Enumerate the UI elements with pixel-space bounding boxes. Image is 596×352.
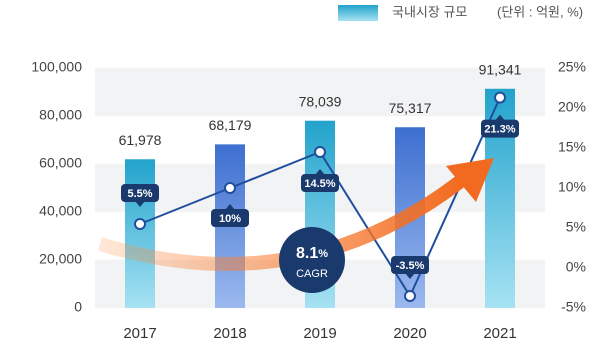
bar-value-label: 91,341 bbox=[479, 61, 522, 77]
line-marker bbox=[404, 290, 416, 302]
y-tick-label: 40,000 bbox=[39, 203, 82, 219]
y2-tick-label: -5% bbox=[561, 299, 586, 315]
line-value-label: 21.3% bbox=[484, 124, 515, 136]
line-value-label: 5.5% bbox=[127, 188, 152, 200]
bar-value-label: 75,317 bbox=[389, 100, 432, 116]
value-label-box bbox=[121, 184, 159, 202]
trend-arrow-head bbox=[446, 158, 494, 202]
value-label-box bbox=[391, 256, 429, 274]
cagr-value: 8.1% bbox=[296, 245, 328, 262]
y-tick-label: 80,000 bbox=[39, 107, 82, 123]
line-marker bbox=[224, 182, 236, 194]
y2-tick-label: 15% bbox=[558, 139, 586, 155]
value-label-pointer bbox=[135, 201, 145, 207]
y2-tick-label: 20% bbox=[558, 99, 586, 115]
value-label-box bbox=[211, 209, 249, 227]
y2-tick-label: 25% bbox=[558, 59, 586, 75]
x-tick-label: 2018 bbox=[213, 325, 246, 342]
stripe bbox=[95, 68, 545, 116]
line-marker bbox=[134, 218, 146, 230]
y2-tick-label: 0% bbox=[566, 259, 586, 275]
value-label-box bbox=[301, 174, 339, 192]
line-value-label: 14.5% bbox=[304, 178, 335, 190]
x-tick-label: 2019 bbox=[303, 325, 336, 342]
bar bbox=[125, 159, 155, 308]
x-tick-label: 2017 bbox=[123, 325, 156, 342]
legend-label: 국내시장 규모 bbox=[392, 4, 467, 19]
value-label-pointer bbox=[315, 169, 325, 175]
y-tick-label: 0 bbox=[74, 299, 82, 315]
unit-note: (단위 : 억원, %) bbox=[497, 4, 583, 19]
x-tick-label: 2021 bbox=[483, 325, 516, 342]
y-tick-label: 100,000 bbox=[31, 59, 82, 75]
y2-tick-label: 10% bbox=[558, 179, 586, 195]
line-value-label: 10% bbox=[219, 213, 241, 225]
bar-value-label: 61,978 bbox=[119, 132, 162, 148]
legend-swatch bbox=[338, 5, 378, 21]
cagr-label: CAGR bbox=[296, 268, 328, 280]
bar-value-label: 68,179 bbox=[209, 117, 252, 133]
y-tick-label: 20,000 bbox=[39, 251, 82, 267]
line-marker bbox=[314, 146, 326, 158]
y-tick-label: 60,000 bbox=[39, 155, 82, 171]
cagr-badge bbox=[279, 227, 345, 293]
value-label-box bbox=[481, 119, 519, 138]
value-label-pointer bbox=[225, 204, 235, 210]
line-marker bbox=[494, 91, 506, 104]
value-label-pointer bbox=[405, 273, 415, 279]
value-label-pointer bbox=[495, 114, 505, 121]
y2-tick-label: 5% bbox=[566, 219, 586, 235]
bar-value-label: 78,039 bbox=[299, 93, 342, 109]
line-value-label: -3.5% bbox=[396, 260, 425, 272]
x-tick-label: 2020 bbox=[393, 325, 426, 342]
